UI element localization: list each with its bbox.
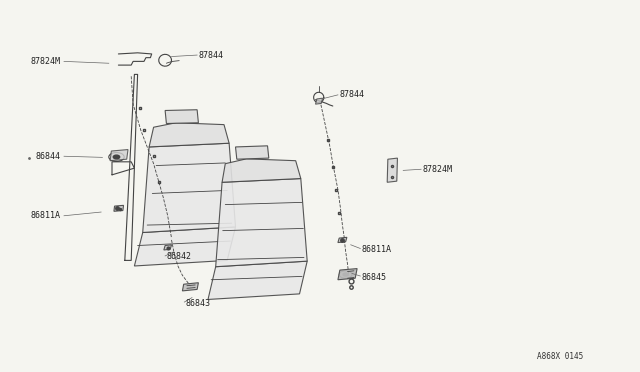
Circle shape	[113, 155, 120, 159]
Polygon shape	[338, 237, 347, 243]
Polygon shape	[216, 179, 307, 267]
Polygon shape	[149, 123, 229, 147]
Text: 86845: 86845	[362, 273, 387, 282]
Circle shape	[343, 273, 348, 276]
Polygon shape	[387, 158, 397, 182]
Text: 86811A: 86811A	[31, 211, 61, 220]
Text: 87844: 87844	[339, 90, 364, 99]
Text: 87844: 87844	[198, 51, 223, 60]
Polygon shape	[338, 269, 357, 280]
Polygon shape	[182, 283, 198, 291]
Text: 86843: 86843	[186, 299, 211, 308]
Text: A868X 0145: A868X 0145	[537, 352, 583, 361]
Polygon shape	[236, 146, 269, 159]
Polygon shape	[208, 261, 307, 299]
Polygon shape	[110, 150, 128, 161]
Text: 86844: 86844	[36, 152, 61, 161]
Polygon shape	[222, 159, 301, 182]
Polygon shape	[114, 205, 124, 211]
Text: 86842: 86842	[166, 252, 191, 261]
Text: 87824M: 87824M	[31, 57, 61, 66]
Text: 86811A: 86811A	[362, 245, 392, 254]
Polygon shape	[165, 110, 198, 124]
Text: 87824M: 87824M	[422, 165, 452, 174]
Polygon shape	[134, 227, 236, 266]
Polygon shape	[143, 143, 236, 232]
Polygon shape	[164, 245, 172, 250]
Polygon shape	[316, 98, 323, 104]
